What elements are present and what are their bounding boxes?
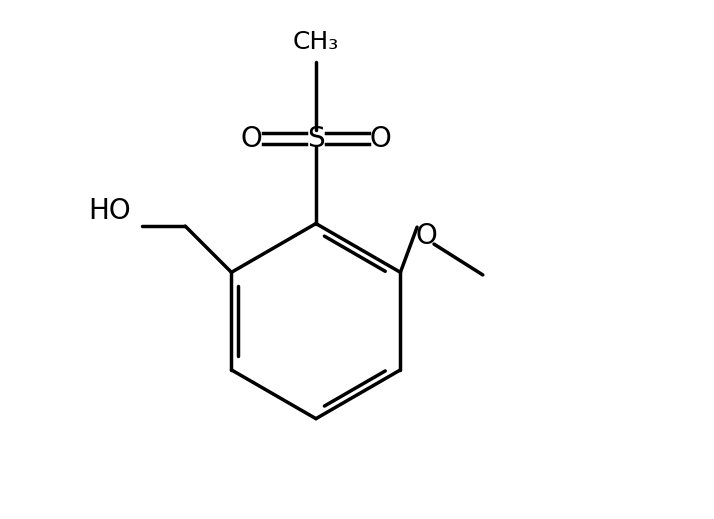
Text: O: O [241,125,263,153]
Text: O: O [369,125,391,153]
Text: S: S [307,125,325,153]
Text: CH₃: CH₃ [293,30,339,54]
Text: HO: HO [89,197,131,225]
Text: O: O [416,223,437,250]
